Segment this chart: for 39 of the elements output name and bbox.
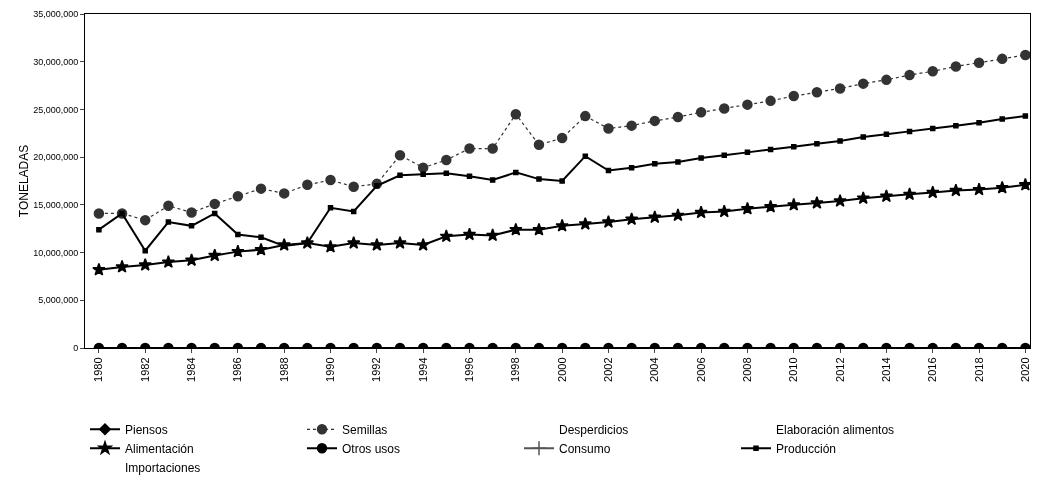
x-tick-label: 2002 xyxy=(602,357,615,382)
x-tick-label: 1984 xyxy=(185,357,198,382)
x-tick-label: 1980 xyxy=(92,357,105,382)
y-tick-label: 35,000,000 xyxy=(33,9,79,20)
legend-label: Alimentación xyxy=(125,441,194,456)
legend-label: Producción xyxy=(776,441,837,456)
y-tick-label: 10,000,000 xyxy=(33,247,79,258)
y-tick-label: 20,000,000 xyxy=(33,152,79,163)
x-tick-label: 2020 xyxy=(1018,357,1031,382)
y-axis-title: TONELADAS xyxy=(17,144,32,218)
x-tick-label: 2018 xyxy=(972,357,985,382)
x-tick-label: 2006 xyxy=(694,357,707,382)
x-tick-label: 1986 xyxy=(231,357,244,382)
y-tick-label: 15,000,000 xyxy=(33,200,79,211)
x-tick-label: 1992 xyxy=(370,357,383,382)
x-tick-label: 2014 xyxy=(879,357,892,382)
text: Desperdicios xyxy=(559,422,629,437)
y-tick-label: 30,000,000 xyxy=(33,56,79,67)
legend-label: Semillas xyxy=(342,422,388,437)
text: Elaboración alimentos xyxy=(776,422,895,437)
x-tick-label: 1994 xyxy=(416,357,429,382)
legend-label: Otros usos xyxy=(342,441,401,456)
x-tick-label: 1988 xyxy=(277,357,290,382)
x-tick-label: 1996 xyxy=(463,357,476,382)
x-tick-label: 1982 xyxy=(138,357,151,382)
y-tick-label: 0 xyxy=(73,343,79,354)
x-tick-label: 2008 xyxy=(741,357,754,382)
x-tick-label: 1990 xyxy=(324,357,337,382)
x-tick-label: 2012 xyxy=(833,357,846,382)
x-tick-label: 2004 xyxy=(648,357,661,382)
x-tick-label: 1998 xyxy=(509,357,522,382)
y-tick-label: 25,000,000 xyxy=(33,104,79,115)
x-tick-label: 2016 xyxy=(926,357,939,382)
y-tick-label: 5,000,000 xyxy=(38,295,79,306)
text: Importaciones xyxy=(125,460,201,475)
x-tick-label: 2010 xyxy=(787,357,800,382)
x-tick-label: 2000 xyxy=(555,357,568,382)
legend-label: Piensos xyxy=(125,422,168,437)
legend-label: Consumo xyxy=(559,441,611,456)
